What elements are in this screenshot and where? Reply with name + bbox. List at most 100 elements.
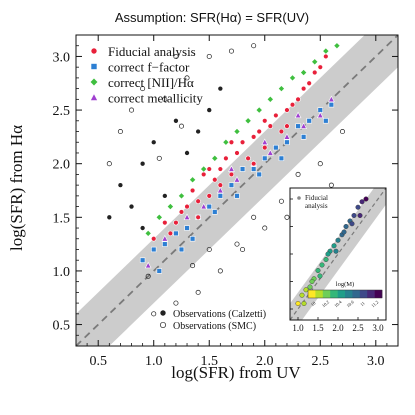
point-observations-smc: [184, 75, 190, 81]
inset-point: [303, 287, 309, 293]
point-correct-nii-h: [155, 213, 163, 221]
inset-point: [343, 223, 349, 229]
main-plot-area: 0.5 1.0 1.5 2.0 2.5 3.00.51.01.52.02.53.0 Fidu…: [53, 34, 399, 369]
point-fiducial-analysis: [262, 144, 268, 151]
point-correct-nii-h: [211, 154, 219, 162]
inset-annotation-line2: analysis: [305, 202, 328, 210]
point-correct-metallicity: [233, 176, 241, 183]
point-correct-nii-h: [300, 68, 308, 77]
point-observations-smc: [162, 96, 168, 102]
inset-point: [325, 251, 331, 257]
point-observations-calzetti: [195, 129, 201, 134]
y-tick-label: 1.5: [53, 211, 71, 226]
point-fiducial-analysis: [317, 64, 323, 70]
point-correct-f-factor: [139, 257, 146, 263]
point-fiducial-analysis: [212, 177, 218, 183]
x-tick-label: 1.0: [145, 354, 163, 369]
point-fiducial-analysis: [200, 171, 207, 178]
main-axes-frame: [75, 34, 399, 347]
x-tick-label: 1.5: [200, 354, 218, 369]
point-fiducial-analysis: [267, 123, 274, 129]
point-correct-nii-h: [255, 106, 263, 114]
point-correct-nii-h: [177, 192, 186, 200]
legend-marker: [89, 92, 99, 101]
point-correct-nii-h: [311, 58, 319, 66]
point-observations-smc: [195, 289, 201, 295]
point-observations-calzetti: [207, 107, 212, 113]
inset-point: [351, 212, 357, 218]
point-fiducial-analysis: [278, 128, 285, 135]
point-observations-smc: [339, 129, 345, 135]
point-fiducial-analysis: [206, 193, 212, 199]
point-fiducial-analysis: [217, 182, 224, 188]
point-correct-f-factor: [273, 144, 279, 151]
legend-label: correct metallicity: [108, 91, 203, 106]
colorbar-swatch: [330, 290, 338, 298]
point-observations-smc: [173, 300, 179, 306]
point-correct-f-factor: [328, 102, 335, 108]
colorbar-tick-label: 10.6: [346, 299, 356, 308]
point-fiducial-analysis: [195, 198, 201, 204]
colorbar-swatch: [322, 290, 331, 298]
point-observations-smc: [129, 107, 135, 113]
legend-marker: [90, 47, 98, 55]
inset-annotation-marker: [297, 196, 301, 200]
obs-legend-marker: [159, 321, 167, 329]
point-fiducial-analysis: [323, 53, 329, 60]
point-observations-calzetti: [184, 150, 190, 156]
point-correct-nii-h: [222, 138, 230, 146]
inset-point: [323, 257, 329, 263]
point-correct-metallicity: [161, 234, 169, 242]
colorbar-swatch: [337, 290, 346, 298]
obs-legend-label: Observations (Calzetti): [173, 309, 266, 320]
inset-point: [349, 221, 355, 227]
inset-point: [333, 248, 339, 254]
point-observations-smc: [140, 86, 146, 92]
point-fiducial-analysis: [223, 155, 229, 162]
point-fiducial-analysis: [289, 102, 296, 108]
inset-one-to-one-line: [290, 188, 386, 320]
point-observations-smc: [251, 214, 257, 220]
colorbar-swatch: [367, 290, 375, 298]
point-correct-metallicity: [283, 133, 291, 140]
point-correct-nii-h: [322, 47, 330, 55]
point-correct-f-factor: [234, 193, 240, 199]
point-observations-smc: [278, 198, 284, 204]
point-observations-smc: [178, 123, 184, 129]
point-correct-f-factor: [250, 166, 257, 172]
colorbar-swatch: [345, 290, 353, 298]
point-correct-metallicity: [294, 111, 302, 119]
point-correct-f-factor: [212, 209, 218, 215]
point-correct-nii-h: [277, 85, 285, 93]
point-correct-metallicity: [183, 213, 191, 221]
point-observations-smc: [317, 161, 323, 167]
point-fiducial-analysis: [173, 219, 179, 226]
inset-point: [317, 273, 323, 279]
point-correct-metallicity: [200, 202, 208, 210]
point-observations-calzetti: [173, 118, 179, 123]
point-fiducial-analysis: [295, 96, 301, 103]
point-correct-f-factor: [306, 118, 312, 124]
point-correct-f-factor: [228, 182, 235, 188]
inset-point: [307, 284, 313, 290]
x-tick-label: 0.5: [89, 354, 107, 369]
point-correct-nii-h: [266, 95, 274, 103]
colorbar-swatch: [374, 290, 383, 298]
point-observations-smc: [173, 53, 179, 59]
point-correct-f-factor: [239, 166, 246, 172]
inset-annotation: Fiducial: [305, 194, 328, 202]
colorbar-tick-label: 10.4: [333, 299, 343, 308]
point-observations-calzetti: [118, 182, 123, 188]
point-correct-nii-h: [144, 229, 152, 237]
point-correct-f-factor: [156, 268, 162, 274]
colorbar-tick-label: 11: [359, 301, 366, 308]
point-correct-nii-h: [244, 117, 252, 125]
one-to-one-line: [76, 35, 398, 346]
legend-marker: [90, 63, 98, 70]
point-fiducial-analysis: [273, 112, 279, 119]
point-correct-f-factor: [173, 230, 179, 237]
point-correct-f-factor: [278, 155, 285, 162]
point-fiducial-analysis: [234, 150, 240, 156]
inset-point: [315, 268, 321, 274]
